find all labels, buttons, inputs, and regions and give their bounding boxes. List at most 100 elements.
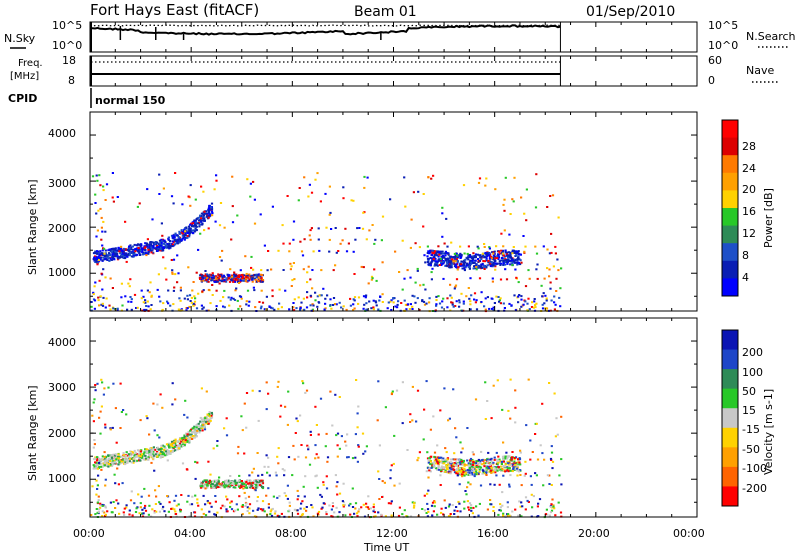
- data-cell: [550, 299, 553, 302]
- data-cell: [306, 281, 309, 284]
- data-cell: [167, 450, 170, 453]
- data-cell: [245, 480, 248, 483]
- data-cell: [380, 513, 383, 516]
- data-cell: [312, 304, 315, 307]
- data-cell: [553, 301, 556, 304]
- data-cell: [156, 434, 159, 437]
- data-cell: [210, 279, 213, 282]
- data-cell: [200, 212, 203, 215]
- data-cell: [469, 457, 473, 460]
- data-cell: [356, 412, 359, 415]
- data-cell: [177, 272, 180, 275]
- data-cell: [534, 206, 538, 209]
- data-cell: [546, 248, 549, 251]
- power-cbar-tick-28: 28: [742, 140, 756, 153]
- data-cell: [159, 393, 162, 396]
- data-cell: [378, 444, 381, 447]
- data-cell: [548, 275, 551, 278]
- data-cell: [472, 468, 475, 470]
- data-cell: [248, 512, 251, 515]
- data-cell: [215, 174, 218, 177]
- data-cell: [240, 483, 243, 486]
- data-cell: [202, 214, 206, 217]
- data-cell: [479, 256, 482, 259]
- data-cell: [478, 177, 482, 180]
- data-cell: [287, 456, 291, 459]
- data-cell: [351, 457, 355, 460]
- data-cell: [117, 457, 120, 460]
- data-cell: [256, 275, 259, 278]
- data-cell: [498, 299, 501, 302]
- data-cell: [288, 242, 291, 245]
- data-cell: [463, 252, 466, 255]
- data-cell: [336, 493, 339, 496]
- data-cell: [191, 222, 195, 225]
- data-cell: [374, 238, 377, 241]
- data-cell: [403, 509, 406, 512]
- data-cell: [97, 296, 100, 299]
- data-cell: [221, 277, 224, 280]
- data-cell: [498, 300, 501, 303]
- data-cell: [153, 511, 156, 514]
- data-cell: [148, 451, 151, 454]
- data-cell: [208, 211, 211, 214]
- data-cell: [440, 262, 443, 265]
- data-cell: [97, 499, 100, 502]
- data-cell: [202, 422, 205, 425]
- data-cell: [277, 307, 280, 310]
- data-cell: [502, 203, 505, 206]
- data-cell: [304, 456, 308, 459]
- data-cell: [486, 255, 489, 257]
- data-cell: [524, 285, 528, 288]
- data-cell: [446, 297, 449, 300]
- data-cell: [172, 237, 175, 240]
- data-cell: [478, 471, 481, 473]
- data-cell: [494, 257, 497, 260]
- data-cell: [471, 473, 474, 476]
- data-cell: [147, 454, 151, 457]
- data-cell: [453, 464, 456, 467]
- data-cell: [130, 451, 133, 454]
- data-cell: [496, 379, 499, 382]
- data-cell: [306, 444, 309, 447]
- data-cell: [468, 255, 471, 258]
- data-cell: [232, 275, 235, 278]
- data-cell: [216, 440, 219, 442]
- data-cell: [392, 297, 395, 300]
- data-cell: [154, 489, 157, 492]
- data-cell: [111, 254, 114, 257]
- data-cell: [367, 508, 370, 510]
- data-cell: [444, 252, 447, 255]
- data-cell: [332, 269, 335, 272]
- data-cell: [207, 418, 210, 421]
- data-cell: [253, 222, 257, 225]
- data-cell: [495, 474, 498, 477]
- data-cell: [444, 470, 447, 473]
- data-cell: [431, 251, 434, 253]
- data-cell: [476, 245, 479, 248]
- data-cell: [96, 250, 99, 253]
- data-cell: [354, 238, 357, 241]
- data-cell: [93, 285, 96, 288]
- data-cell: [435, 299, 438, 301]
- data-cell: [328, 250, 331, 253]
- data-cell: [167, 452, 171, 455]
- data-cell: [373, 511, 376, 514]
- data-cell: [458, 483, 461, 486]
- data-cell: [550, 503, 553, 506]
- data-cell: [546, 474, 549, 477]
- data-cell: [486, 296, 489, 299]
- data-cell: [434, 467, 438, 470]
- data-cell: [201, 278, 204, 281]
- data-cell: [107, 465, 110, 468]
- data-cell: [538, 498, 542, 501]
- data-cell: [425, 470, 428, 473]
- data-cell: [219, 507, 223, 510]
- data-cell: [475, 466, 478, 468]
- power-cbar-tick-16: 16: [742, 205, 756, 218]
- data-cell: [171, 245, 174, 248]
- data-cell: [213, 480, 216, 483]
- power-colorbar: 28 24 20 16 12 8 4 Power [dB]: [721, 119, 775, 297]
- data-cell: [520, 305, 523, 308]
- data-cell: [261, 486, 265, 488]
